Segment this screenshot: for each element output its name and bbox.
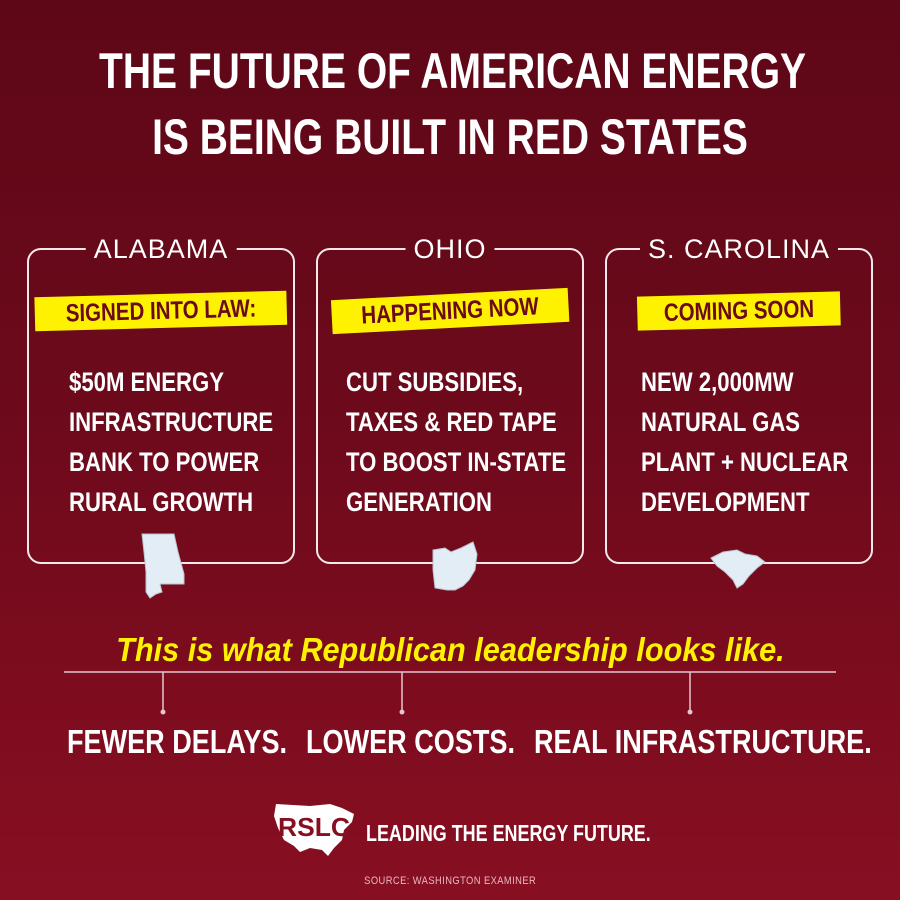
benefit-fewer-delays: FEWER DELAYS.	[67, 720, 335, 764]
benefit-real-infrastructure: REAL INFRASTRUCTURE.	[534, 720, 900, 764]
status-badge-label: COMING SOON	[663, 295, 815, 327]
benefit-label: REAL INFRASTRUCTURE.	[534, 723, 872, 760]
description-line: CUT SUBSIDIES,	[346, 367, 524, 397]
benefit-label: FEWER DELAYS.	[67, 723, 288, 760]
tagline: This is what Republican leadership looks…	[0, 628, 900, 672]
benefit-lower-costs: LOWER COSTS.	[306, 720, 561, 764]
description-line: RURAL GROWTH	[69, 487, 254, 517]
state-name: ALABAMA	[85, 233, 237, 265]
description-line: TO BOOST IN-STATE	[346, 447, 567, 477]
state-card-description: CUT SUBSIDIES, TAXES & RED TAPE TO BOOST…	[346, 362, 574, 522]
description-line: TAXES & RED TAPE	[346, 407, 557, 437]
state-card-south-carolina: S. CAROLINA COMING SOON NEW 2,000MW NATU…	[605, 233, 873, 589]
source-note: SOURCE: WASHINGTON EXAMINER	[0, 874, 900, 888]
footer-slogan: LEADING THE ENERGY FUTURE.	[366, 818, 731, 848]
status-badge-label: HAPPENING NOW	[360, 292, 540, 330]
footer-slogan-text: LEADING THE ENERGY FUTURE.	[366, 820, 651, 846]
status-badge-label: SIGNED INTO LAW:	[65, 294, 257, 328]
rslc-logo: RSLC	[274, 804, 354, 856]
state-name: S. CAROLINA	[639, 233, 839, 265]
status-badge: COMING SOON	[636, 291, 842, 331]
state-card-alabama: ALABAMA SIGNED INTO LAW: $50M ENERGY INF…	[27, 233, 295, 599]
south-carolina-map-icon	[710, 549, 766, 589]
description-line: INFRASTRUCTURE	[69, 407, 274, 437]
benefit-label: LOWER COSTS.	[306, 723, 515, 760]
description-line: PLANT + NUCLEAR	[641, 447, 849, 477]
page-title: THE FUTURE OF AMERICAN ENERGY IS BEING B…	[99, 38, 807, 170]
description-line: $50M ENERGY	[69, 367, 225, 397]
description-line: GENERATION	[346, 487, 492, 517]
description-line: NATURAL GAS	[641, 407, 801, 437]
benefits-connector	[64, 671, 836, 715]
description-line: NEW 2,000MW	[641, 367, 794, 397]
title-line-1: THE FUTURE OF AMERICAN ENERGY	[99, 43, 807, 99]
source-note-text: SOURCE: WASHINGTON EXAMINER	[363, 875, 536, 887]
status-badge: SIGNED INTO LAW:	[34, 290, 288, 332]
status-badge: HAPPENING NOW	[330, 287, 570, 335]
description-line: DEVELOPMENT	[641, 487, 810, 517]
state-card-description: $50M ENERGY INFRASTRUCTURE BANK TO POWER…	[69, 362, 285, 522]
description-line: BANK TO POWER	[69, 447, 260, 477]
logo-text: RSLC	[278, 812, 350, 842]
state-card-description: NEW 2,000MW NATURAL GAS PLANT + NUCLEAR …	[641, 362, 863, 522]
state-card-ohio: OHIO HAPPENING NOW CUT SUBSIDIES, TAXES …	[316, 233, 584, 591]
tagline-text: This is what Republican leadership looks…	[115, 631, 785, 668]
state-name: OHIO	[405, 233, 495, 265]
title-line-2: IS BEING BUILT IN RED STATES	[152, 109, 748, 165]
alabama-map-icon	[141, 533, 185, 599]
ohio-map-icon	[432, 541, 478, 591]
